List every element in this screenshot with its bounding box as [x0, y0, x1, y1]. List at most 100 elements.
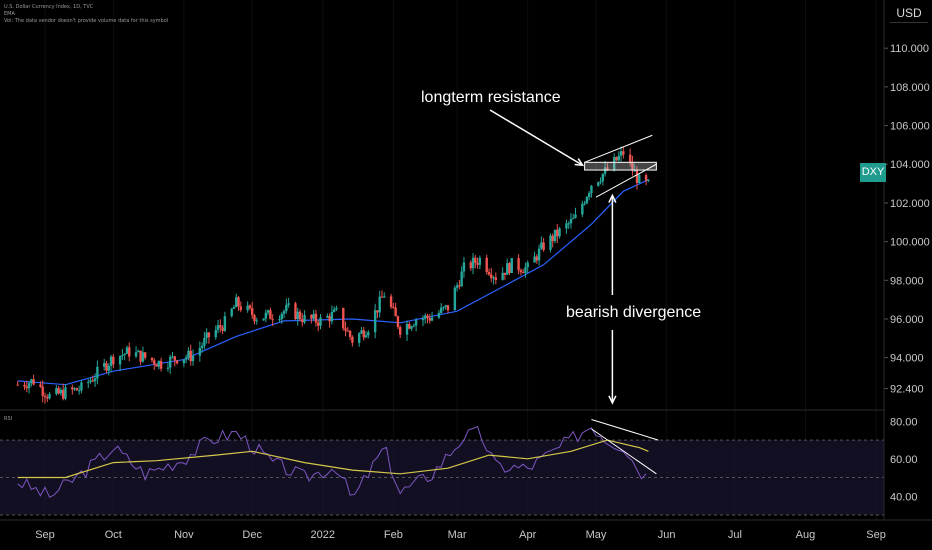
candle-body	[121, 354, 124, 356]
candle-body	[351, 336, 354, 343]
price-tick-label: 108.000	[890, 82, 930, 94]
candle-body	[597, 182, 600, 186]
candle-body	[362, 330, 365, 338]
candle-body	[87, 382, 90, 384]
candle-body	[492, 277, 495, 279]
candle-body	[601, 173, 605, 182]
candle-body	[426, 315, 429, 319]
candle-body	[590, 185, 593, 194]
candle-body	[378, 296, 381, 313]
time-axis: Sep Oct Nov Dec 2022 Feb Mar Apr May Jun Jul Aug Sep	[0, 519, 932, 541]
candle-body	[360, 330, 363, 334]
candle-body	[137, 350, 140, 353]
candle-body	[173, 356, 176, 361]
candle-body	[455, 285, 459, 288]
candle-body	[221, 327, 224, 331]
candle-body	[23, 384, 26, 387]
candle-body	[633, 170, 636, 172]
resistance-arrow-head	[574, 158, 585, 167]
currency-label[interactable]: USD	[890, 4, 928, 23]
price-tick-label: 110.000	[890, 43, 929, 55]
candle-body	[107, 365, 110, 371]
candle-body	[342, 307, 345, 329]
candle-body	[524, 267, 527, 274]
candle-body	[446, 305, 450, 311]
candle-body	[39, 384, 42, 387]
candle-body	[271, 319, 274, 321]
candle-body	[583, 203, 586, 205]
candle-body	[535, 256, 539, 261]
candle-body	[510, 258, 513, 273]
candle-body	[526, 262, 529, 268]
candle-body	[613, 157, 616, 171]
candle-body	[207, 332, 211, 338]
candle-body	[430, 317, 434, 321]
volume-legend: Vol: The data vendor doesn't provide vol…	[4, 18, 169, 24]
price-tick-label: 94.000	[890, 353, 924, 365]
candle-body	[485, 257, 488, 273]
candle-body	[198, 347, 202, 356]
time-tick-label: 2022	[311, 529, 335, 541]
candle-body	[89, 380, 92, 383]
candle-body	[644, 175, 648, 181]
drawings	[489, 109, 659, 475]
candle-body	[150, 357, 154, 361]
candle-body	[32, 379, 35, 385]
candle-body	[301, 319, 304, 323]
candle-body	[239, 306, 243, 311]
candle-body	[444, 305, 447, 308]
candle-body	[603, 167, 607, 174]
candle-body	[25, 386, 28, 389]
candle-body	[585, 197, 589, 204]
time-tick-label: Jul	[728, 529, 742, 541]
candle-body	[506, 263, 509, 275]
candle-body	[414, 320, 418, 326]
candle-body	[16, 384, 19, 386]
candle-body	[250, 308, 254, 316]
candle-body	[71, 387, 74, 390]
candle-body	[631, 161, 634, 171]
candle-body	[287, 303, 290, 305]
candle-body	[635, 170, 639, 183]
lower-trendline	[595, 163, 657, 198]
candle-body	[75, 388, 79, 391]
candle-body	[253, 315, 256, 322]
candle-body	[335, 307, 338, 310]
candle-body	[182, 359, 186, 364]
divergence-arrow-up-head	[608, 193, 617, 203]
candle-body	[159, 360, 163, 369]
candle-body	[569, 218, 573, 224]
candle-body	[266, 310, 270, 313]
candle-body	[437, 312, 441, 318]
candle-body	[155, 364, 158, 367]
candle-body	[458, 285, 461, 287]
candle-body	[424, 315, 427, 319]
candle-body	[478, 257, 482, 265]
candle-body	[410, 326, 413, 329]
candle-body	[219, 325, 222, 328]
candle-body	[166, 367, 170, 369]
divergence-arrow-down-head	[608, 395, 617, 405]
candle-body	[319, 317, 322, 326]
candle-body	[494, 277, 498, 280]
candle-body	[376, 310, 379, 313]
candle-body	[55, 388, 58, 395]
candle-body	[112, 356, 115, 365]
candle-body	[269, 310, 272, 320]
candle-body	[134, 352, 138, 357]
candle-body	[216, 325, 220, 330]
candle-body	[91, 380, 95, 382]
candle-body	[638, 175, 641, 183]
time-tick-label: Apr	[519, 529, 536, 541]
price-tick-label: 96.000	[890, 314, 924, 326]
candle-body	[501, 272, 504, 280]
candle-body	[73, 388, 76, 390]
candle-body	[408, 324, 411, 329]
candle-body	[109, 356, 113, 366]
candle-body	[469, 262, 472, 269]
candle-body	[123, 353, 126, 355]
candle-body	[157, 360, 161, 367]
time-tick-label: Sep	[35, 529, 55, 541]
rsi-tick-label: 40.00	[890, 491, 918, 503]
